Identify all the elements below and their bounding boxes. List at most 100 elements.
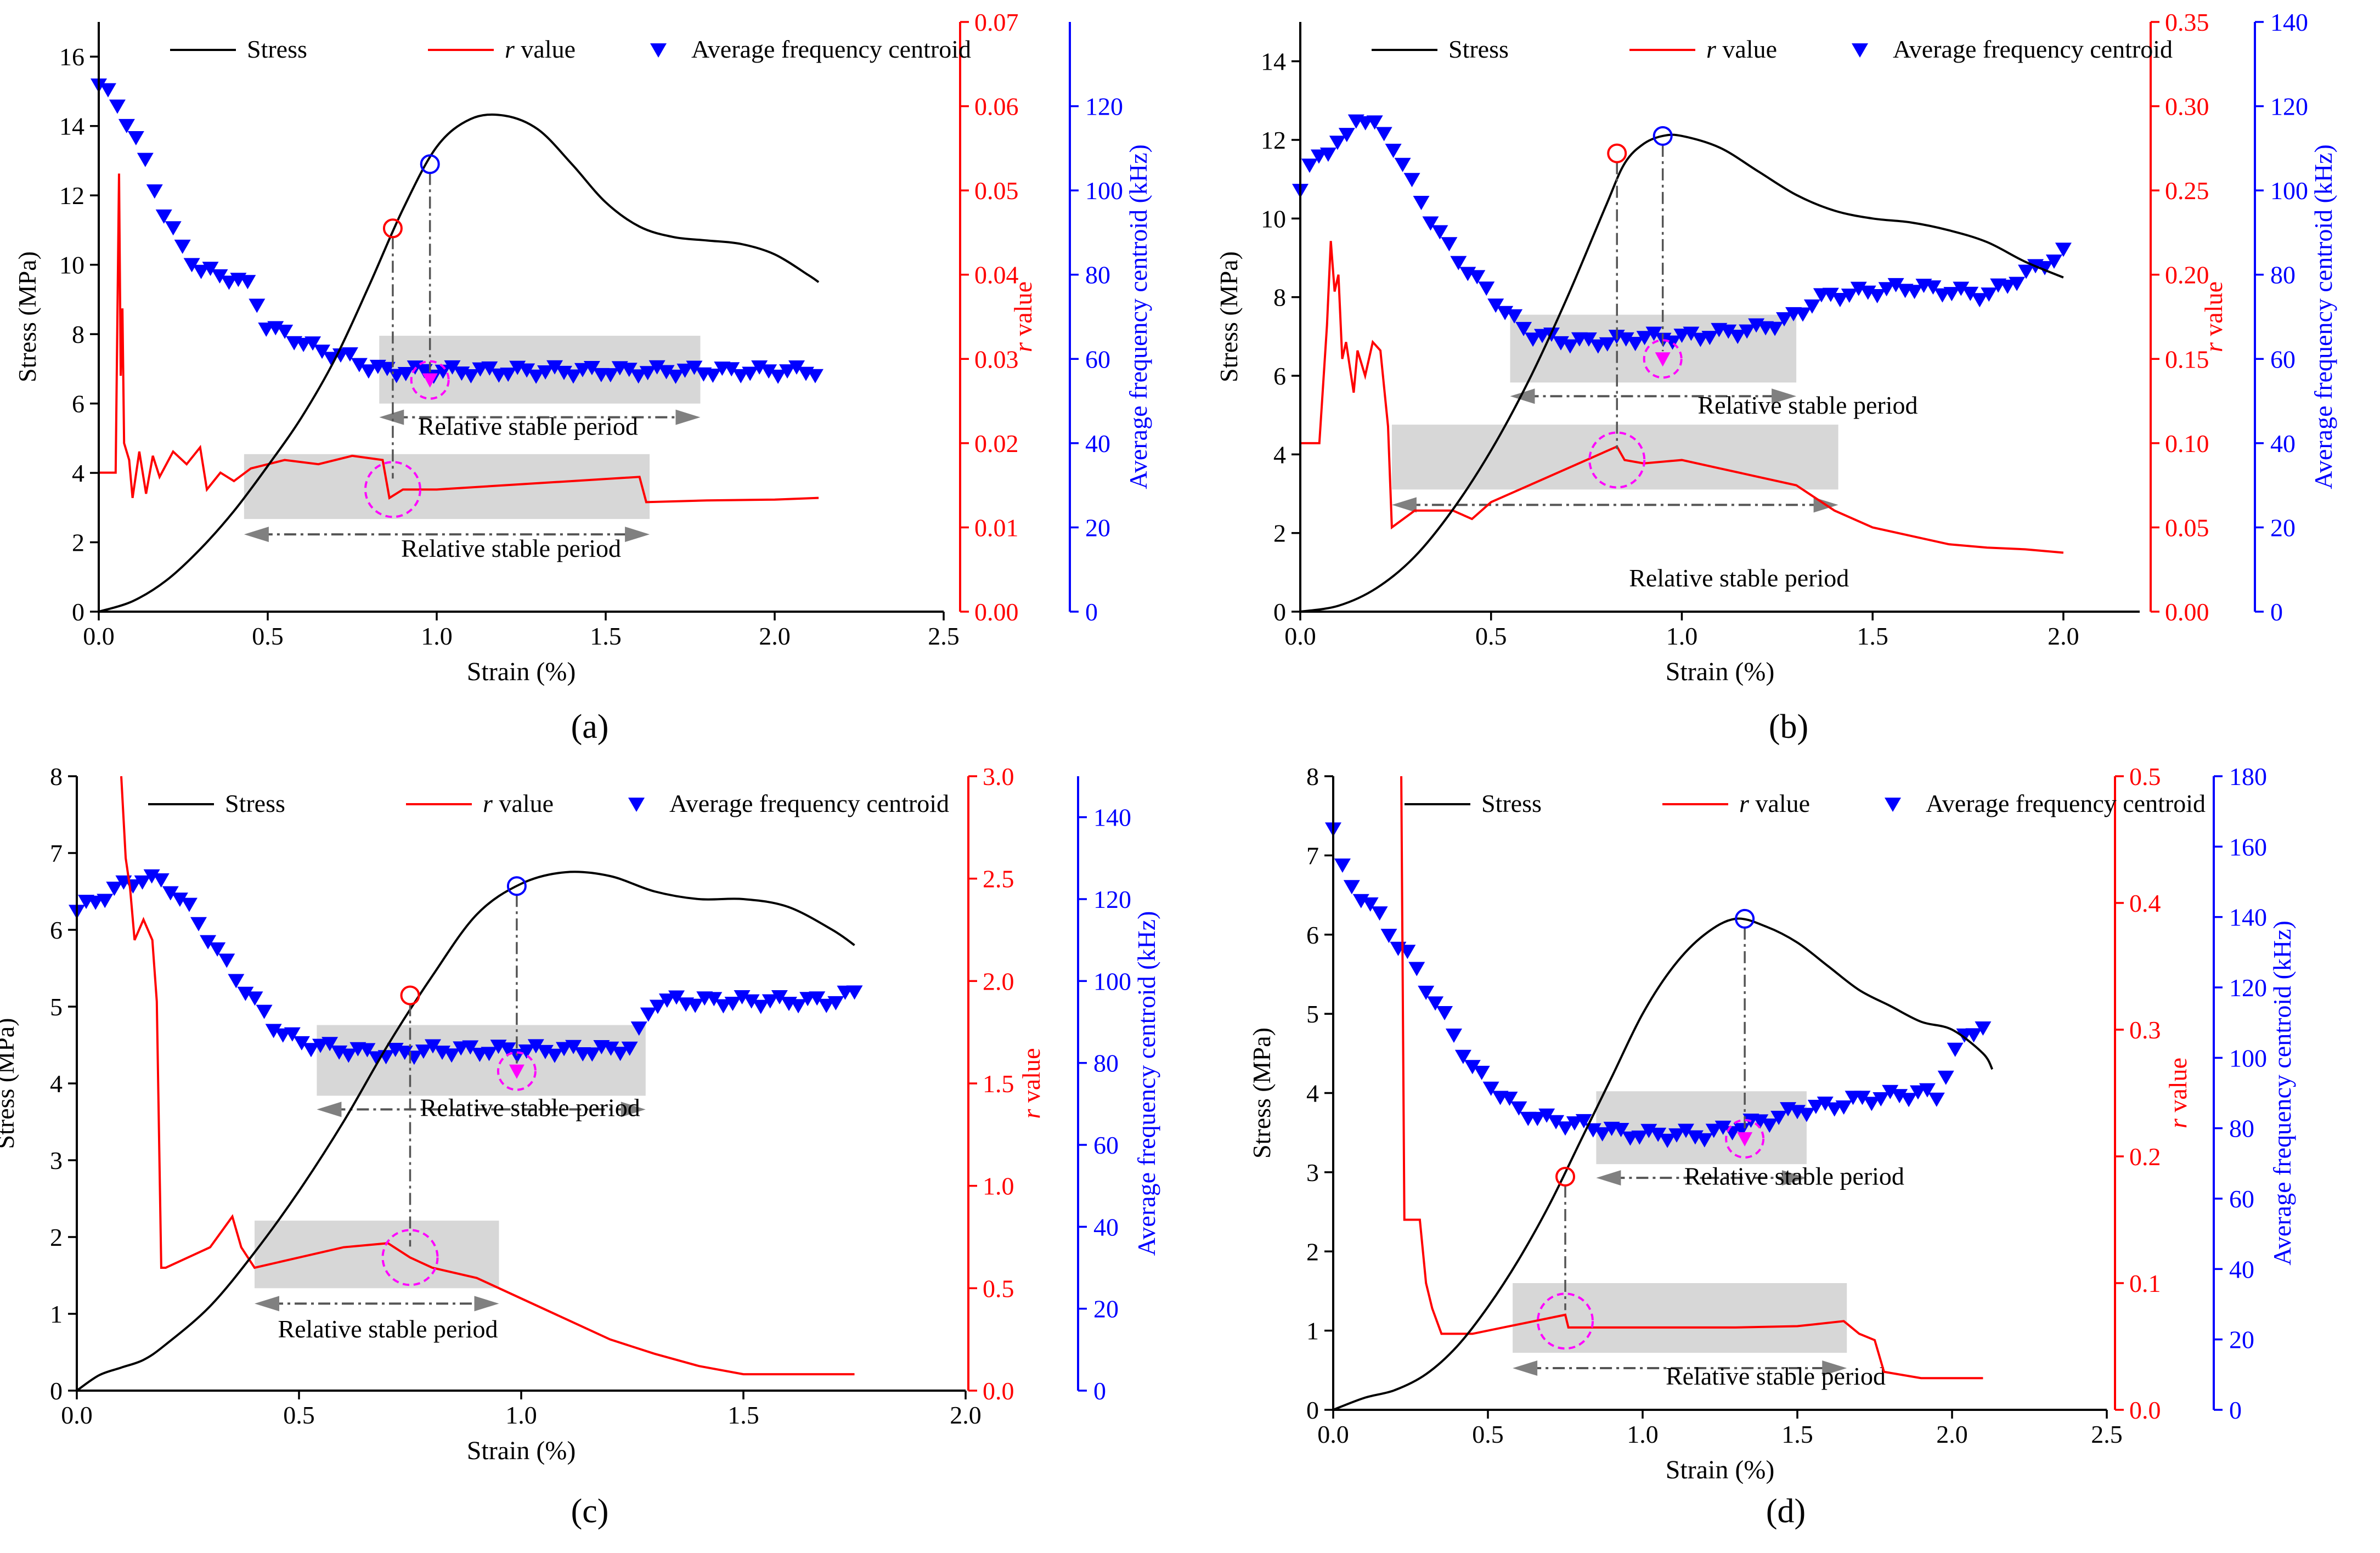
afc-point — [732, 369, 749, 383]
afc-point — [1696, 1133, 1713, 1148]
y-tick-label-afc: 0 — [1085, 598, 1098, 626]
series-r-line — [120, 776, 855, 1376]
y-tick-label-stress: 2 — [1306, 1238, 1319, 1266]
afc-point — [1854, 1091, 1871, 1105]
afc-point — [1380, 929, 1397, 944]
afc-point — [1454, 1049, 1471, 1064]
afc-point — [1714, 1120, 1732, 1135]
afc-point — [751, 360, 768, 375]
afc-point — [1371, 906, 1388, 921]
afc-point — [1822, 287, 1839, 302]
afc-point — [1943, 287, 1960, 302]
y-tick-label-afc: 0 — [2229, 1396, 2242, 1424]
stable-label-afc: Relative stable period — [1684, 1162, 1904, 1190]
afc-point — [1794, 307, 1811, 322]
x-tick-label: 1.0 — [1666, 622, 1698, 650]
afc-point — [537, 365, 554, 380]
y-tick-label-stress: 6 — [50, 916, 63, 944]
afc-point — [237, 986, 254, 1001]
y-tick-label-stress: 12 — [1261, 126, 1286, 154]
afc-point — [658, 365, 675, 380]
afc-point — [1403, 173, 1420, 188]
stable-arrow-r — [1513, 1360, 1847, 1376]
panel-label: (b) — [1769, 708, 1808, 746]
afc-point — [1981, 287, 1998, 302]
series-afc — [1292, 114, 2072, 354]
afc-point — [1385, 143, 1402, 158]
afc-point — [743, 994, 760, 1009]
afc-point — [556, 1042, 573, 1057]
afc-dashed-circle — [1643, 339, 1683, 379]
afc-point — [788, 360, 805, 375]
afc-point — [1617, 332, 1634, 347]
stable-band-afc — [1596, 1091, 1807, 1165]
afc-point — [1668, 1128, 1685, 1143]
series-afc — [69, 869, 863, 1066]
x-tick-label: 0.0 — [83, 622, 115, 650]
y-tick-label-afc: 60 — [1085, 345, 1110, 373]
afc-point — [556, 365, 572, 380]
y-tick-label-r: 0.30 — [2165, 93, 2209, 121]
y-tick-label-r: 2.5 — [983, 865, 1014, 893]
afc-point — [1937, 1070, 1954, 1085]
x-tick-label: 2.5 — [2091, 1420, 2123, 1448]
x-tick-label: 2.0 — [950, 1401, 982, 1429]
stable-band-afc — [317, 1025, 646, 1096]
y-tick-label-r: 3.0 — [983, 763, 1014, 790]
y-tick-label-r: 0.35 — [2165, 8, 2209, 36]
chart-panel-a: Relative stable period Relative stable pe… — [13, 8, 1152, 746]
afc-point — [1580, 332, 1597, 347]
y-tick-label-stress: 16 — [59, 43, 84, 71]
y-tick-label-stress: 10 — [1261, 205, 1286, 233]
afc-dashed-circle — [1725, 1119, 1765, 1159]
afc-point — [137, 153, 154, 167]
afc-dashed-circle — [497, 1051, 537, 1091]
afc-point — [668, 990, 685, 1005]
y-tick-label-r: 0.15 — [2165, 345, 2209, 373]
afc-point — [1909, 1085, 1926, 1100]
y-tick-label-afc: 40 — [1085, 430, 1110, 458]
afc-point — [183, 258, 200, 273]
y-tick-label-afc: 100 — [1093, 967, 1131, 995]
afc-point — [416, 364, 433, 379]
afc-point — [1878, 282, 1895, 297]
peak-stress-circle — [1653, 126, 1673, 146]
afc-point — [1418, 985, 1435, 1000]
afc-point — [1548, 1115, 1565, 1130]
y-axis-label-r: r value — [1017, 1048, 1045, 1119]
afc-point — [1599, 337, 1616, 352]
series-afc — [1325, 822, 1992, 1148]
afc-point — [193, 264, 210, 279]
y-axis-label-stress: Stress (MPa) — [0, 1018, 19, 1149]
afc-point — [658, 993, 675, 1008]
x-tick-label: 1.0 — [505, 1401, 537, 1429]
stable-arrow-r — [255, 1296, 499, 1312]
y-tick-label-r: 0.3 — [2129, 1016, 2161, 1044]
afc-point — [397, 367, 414, 382]
afc-point — [190, 917, 207, 931]
y-tick-label-afc: 160 — [2229, 833, 2267, 861]
y-tick-label-r: 0.01 — [974, 513, 1019, 541]
stable-label-afc: Relative stable period — [418, 413, 638, 441]
afc-point — [1319, 147, 1336, 162]
y-tick-label-afc: 120 — [2270, 93, 2308, 121]
afc-point — [602, 1041, 619, 1056]
afc-point — [1450, 256, 1467, 270]
afc-point — [687, 998, 704, 1013]
y-tick-label-stress: 1 — [1306, 1317, 1319, 1345]
afc-point — [256, 1004, 273, 1019]
afc-point — [444, 360, 461, 375]
afc-point — [302, 1043, 319, 1058]
afc-point — [1394, 157, 1411, 172]
afc-point — [1919, 1083, 1936, 1098]
afc-point — [518, 363, 535, 378]
y-tick-label-r: 0.5 — [2129, 763, 2161, 790]
y-tick-label-stress: 10 — [59, 251, 84, 279]
afc-point — [2018, 264, 2035, 279]
afc-point — [2036, 261, 2053, 275]
afc-point — [686, 360, 703, 375]
afc-point — [323, 352, 340, 366]
afc-point — [87, 895, 104, 910]
y-tick-label-r: 0.25 — [2165, 177, 2209, 205]
